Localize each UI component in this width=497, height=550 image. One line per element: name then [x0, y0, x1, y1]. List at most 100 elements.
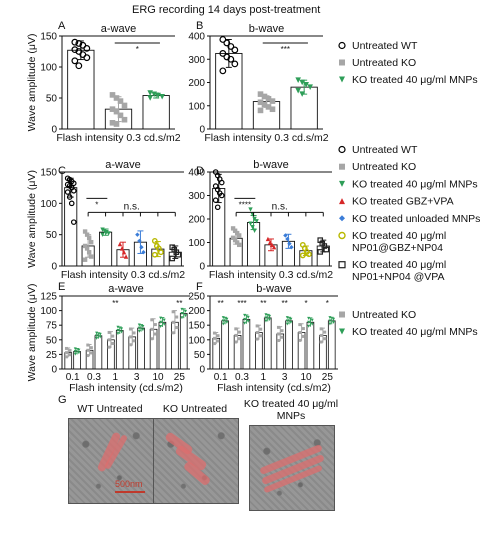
- em-panel-treated: KO treated 40 μg/ml MNPs: [236, 398, 346, 511]
- point-marker: [98, 332, 102, 336]
- sig-label: ****: [239, 200, 251, 209]
- point-marker: [71, 38, 79, 46]
- point-marker: [162, 322, 166, 326]
- y-tick-label: 0: [199, 262, 205, 273]
- panel-letter-e: E: [58, 281, 65, 293]
- panel-letter-g: G: [58, 394, 67, 406]
- y-tick-label: 100: [40, 306, 57, 317]
- point-marker: [180, 312, 184, 316]
- legend-label: Untreated WT: [352, 144, 418, 156]
- point-marker: [261, 101, 268, 108]
- bar: [137, 327, 145, 370]
- point-marker: [339, 328, 345, 335]
- point-marker: [285, 316, 289, 320]
- point-marker: [276, 325, 280, 329]
- point-marker: [252, 228, 257, 233]
- point-marker: [216, 334, 220, 338]
- point-marker: [147, 95, 153, 101]
- point-marker: [132, 339, 136, 343]
- point-marker: [289, 317, 293, 321]
- point-marker: [73, 352, 77, 356]
- bar: [99, 231, 113, 267]
- panel-letter-c: C: [58, 165, 66, 177]
- point-marker: [109, 120, 116, 126]
- point-marker: [246, 319, 250, 323]
- point-marker: [128, 343, 132, 347]
- point-marker: [255, 324, 259, 328]
- point-marker: [169, 255, 176, 262]
- point-marker: [151, 251, 158, 258]
- y-tick-label: 0: [199, 365, 205, 376]
- point-marker: [301, 327, 305, 331]
- x-tick-label: 3: [134, 372, 140, 383]
- point-marker: [307, 324, 311, 328]
- point-marker: [86, 354, 90, 358]
- point-marker: [338, 261, 346, 269]
- point-marker: [231, 60, 239, 68]
- point-marker: [141, 325, 145, 329]
- point-marker: [184, 309, 188, 313]
- point-marker: [175, 315, 179, 319]
- point-marker: [82, 257, 88, 262]
- point-marker: [323, 330, 327, 334]
- point-marker: [82, 243, 88, 249]
- point-marker: [307, 84, 313, 90]
- point-marker: [171, 331, 175, 335]
- point-marker: [84, 246, 90, 251]
- x-axis-label: Flash intensity 0.3 cd.s/m2: [56, 132, 180, 144]
- y-tick-label: 300: [188, 55, 205, 66]
- scale-label: 500nm: [115, 479, 143, 489]
- x-tick-label: 10: [152, 372, 164, 383]
- x-axis-label: Flash intensity (cd.s/m2): [69, 382, 183, 394]
- point-marker: [243, 321, 247, 325]
- x-tick-label: 0.3: [235, 372, 249, 383]
- point-marker: [257, 99, 264, 106]
- panel-letter-f: F: [196, 281, 203, 293]
- point-marker: [116, 328, 120, 332]
- point-marker: [299, 79, 305, 86]
- point-marker: [243, 313, 247, 317]
- point-marker: [120, 327, 124, 331]
- point-marker: [141, 328, 145, 332]
- point-marker: [128, 327, 132, 331]
- point-marker: [225, 317, 229, 321]
- point-marker: [236, 242, 242, 248]
- point-marker: [98, 335, 102, 339]
- bar: [327, 320, 336, 370]
- y-axis-label: Wave amplitude (μV): [26, 34, 38, 132]
- point-marker: [77, 351, 81, 355]
- point-marker: [64, 189, 71, 195]
- chart-panel-B: 0 100 200 300 400 b-wave *** Flash intensity 0.…: [188, 23, 328, 144]
- chart-panel-A: 0 50 100 150 a-wave Wave amplitude (μV) * Flash…: [26, 23, 181, 144]
- point-marker: [227, 43, 235, 50]
- bar: [67, 49, 95, 130]
- point-marker: [107, 338, 111, 342]
- point-marker: [269, 106, 276, 113]
- point-marker: [264, 313, 268, 317]
- point-marker: [259, 327, 263, 331]
- em-panel-wt: WT Untreated 500nm: [55, 403, 165, 504]
- chart-panel-D: 0 100 200 300 400 b-wave **** n.s. Flash intensi…: [188, 159, 333, 281]
- figure-title: ERG recording 14 days post-treatment: [132, 4, 320, 16]
- point-marker: [82, 229, 88, 234]
- x-tick-label: 25: [322, 372, 334, 383]
- point-marker: [299, 252, 306, 259]
- point-marker: [212, 342, 216, 346]
- point-marker: [109, 106, 116, 112]
- point-marker: [265, 95, 272, 102]
- x-axis-label: Flash intensity 0.3 cd.s/m2: [204, 132, 328, 144]
- point-marker: [339, 180, 345, 187]
- point-marker: [219, 36, 227, 43]
- point-marker: [73, 347, 77, 351]
- point-marker: [250, 225, 255, 230]
- panel-title: a-wave: [105, 159, 140, 171]
- point-marker: [159, 320, 163, 324]
- point-marker: [339, 76, 345, 83]
- y-tick-label: 50: [46, 335, 58, 346]
- y-tick-label: 100: [188, 238, 205, 249]
- point-marker: [64, 346, 68, 350]
- point-marker: [84, 232, 90, 237]
- point-marker: [338, 231, 346, 240]
- point-marker: [261, 93, 268, 100]
